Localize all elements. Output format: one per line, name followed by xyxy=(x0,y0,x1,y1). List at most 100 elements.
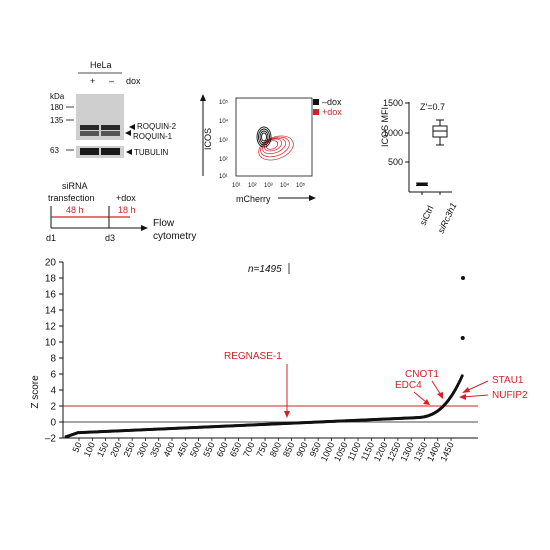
ytick-label: 2 xyxy=(50,402,56,413)
band-tubulin-lane2 xyxy=(101,148,120,155)
arrow-regnase1-icon xyxy=(284,411,290,418)
n-annotation: n=1495 xyxy=(248,264,282,275)
contour-minus-dox xyxy=(256,126,272,148)
boxplot-cat-sirc3h1: siRc3h1 xyxy=(436,201,459,235)
kda-label: kDa xyxy=(50,92,65,101)
outlier-point xyxy=(461,276,465,280)
timeline-cytometry: cytometry xyxy=(153,231,196,242)
timeline-transfection: transfection xyxy=(48,193,95,203)
ytick-label: 18 xyxy=(45,274,57,285)
ytick-label: 10 xyxy=(45,338,57,349)
boxplot-ytick-500: 500 xyxy=(388,157,403,167)
ytick-label: 0 xyxy=(50,418,56,429)
xtick-label: 300 xyxy=(135,441,150,459)
timeline-arrow-icon xyxy=(141,225,148,231)
boxplot-ylabel: ICOS MFI xyxy=(380,107,390,147)
xtick-label: 800 xyxy=(268,441,283,459)
arrow-roquin2-icon xyxy=(129,124,135,130)
ytick-label: 8 xyxy=(50,354,56,365)
legend-swatch-plus-dox xyxy=(313,109,319,115)
flow-ytick-1e1: 10¹ xyxy=(219,174,228,180)
timeline-18h: 18 h xyxy=(118,205,136,215)
flow-ytick-1e4: 10⁴ xyxy=(219,118,229,125)
arrow-nufip2-icon xyxy=(459,394,466,400)
flow-ytick-1e3: 10³ xyxy=(219,138,228,144)
timeline-flow: Flow xyxy=(153,218,175,229)
highlight-nufip2: NUFIP2 xyxy=(459,390,528,401)
flow-xtick-1e3: 10³ xyxy=(264,183,273,189)
box-sictrl xyxy=(416,182,428,186)
ytick-label: 4 xyxy=(50,386,56,397)
xtick-label: 550 xyxy=(201,441,216,459)
band-roquin2-lane2 xyxy=(101,125,120,130)
western-blot-panel: HeLa + – dox kDa 180 135 63 ROQUIN-2 ROQ… xyxy=(50,60,177,158)
highlight-regnase1: REGNASE-1 xyxy=(224,351,290,418)
arrow-edc4-icon xyxy=(423,399,430,405)
boxplot-ytick-1500: 1500 xyxy=(383,98,403,108)
cell-line-label: HeLa xyxy=(90,60,112,70)
ytick-label: 6 xyxy=(50,370,56,381)
marker-63: 63 xyxy=(50,146,59,155)
timeline-d1: d1 xyxy=(46,233,56,243)
boxplot-cat-sictrl: siCtrl xyxy=(418,204,436,227)
xtick-label: 500 xyxy=(188,441,203,459)
flow-ylabel: ICOS xyxy=(203,128,213,150)
flow-ytick-1e2: 10² xyxy=(219,157,228,163)
xtick-label: 350 xyxy=(148,441,163,459)
boxplot-zprime: Z'=0.7 xyxy=(420,102,445,112)
xtick-label: 400 xyxy=(161,441,176,459)
flow-xtick-1e2: 10² xyxy=(248,183,257,189)
zscore-points xyxy=(64,374,464,439)
ytick-label: 16 xyxy=(45,290,57,301)
xtick-label: 700 xyxy=(241,441,256,459)
timeline-dox: +dox xyxy=(116,193,136,203)
data-point xyxy=(460,374,464,378)
zscore-outliers xyxy=(460,276,465,340)
ytick-label: 14 xyxy=(45,306,57,317)
label-regnase1: REGNASE-1 xyxy=(224,351,282,362)
zscore-xticks: 5010015020025030035040045050055060065070… xyxy=(71,438,456,463)
box-sirc3h1 xyxy=(432,119,448,146)
xtick-label: 50 xyxy=(71,441,84,454)
arrow-tubulin-icon xyxy=(126,149,132,155)
flow-xlabel: mCherry xyxy=(236,194,271,204)
band-tubulin-lane1 xyxy=(80,148,99,155)
flow-xtick-1e5: 10⁵ xyxy=(296,182,306,189)
xtick-label: 1450 xyxy=(438,441,456,463)
xtick-label: 600 xyxy=(215,441,230,459)
dox-label: dox xyxy=(126,76,141,86)
arrow-cnot1-icon xyxy=(437,392,443,399)
timeline-48h: 48 h xyxy=(66,205,84,215)
xtick-label: 150 xyxy=(95,441,110,459)
legend-swatch-minus-dox xyxy=(313,99,319,105)
timeline-d3: d3 xyxy=(105,233,115,243)
ytick-label: –2 xyxy=(45,434,57,445)
arrow-stau1-icon xyxy=(462,387,470,393)
xtick-label: 900 xyxy=(294,441,309,459)
dox-minus-label: – xyxy=(109,76,114,86)
marker-135: 135 xyxy=(50,116,64,125)
dox-plus-label: + xyxy=(90,76,95,86)
xtick-label: 100 xyxy=(82,441,97,459)
outlier-point xyxy=(460,336,465,340)
band-roquin1-lane2 xyxy=(101,131,120,136)
highlight-cnot1: CNOT1 xyxy=(405,369,443,399)
flow-x-arrow-icon xyxy=(309,195,316,201)
boxplot-ytick-1000: 1000 xyxy=(383,128,403,138)
flow-xtick-1e1: 10¹ xyxy=(232,183,241,189)
ytick-label: 20 xyxy=(45,258,57,269)
band-roquin1-label: ROQUIN-1 xyxy=(133,132,173,141)
xtick-label: 850 xyxy=(281,441,296,459)
timeline-sirna: siRNA xyxy=(62,181,88,191)
zscore-ylabel: Z score xyxy=(30,375,41,409)
highlight-stau1: STAU1 xyxy=(462,375,524,393)
xtick-label: 250 xyxy=(122,441,137,459)
xtick-label: 200 xyxy=(108,441,123,459)
band-roquin1-lane1 xyxy=(80,131,99,136)
marker-180: 180 xyxy=(50,103,64,112)
legend-label-plus-dox: +dox xyxy=(322,107,342,117)
flow-ytick-1e5: 10⁵ xyxy=(219,99,229,106)
timeline-panel: siRNA transfection +dox 48 h 18 h Flow c… xyxy=(46,181,196,243)
